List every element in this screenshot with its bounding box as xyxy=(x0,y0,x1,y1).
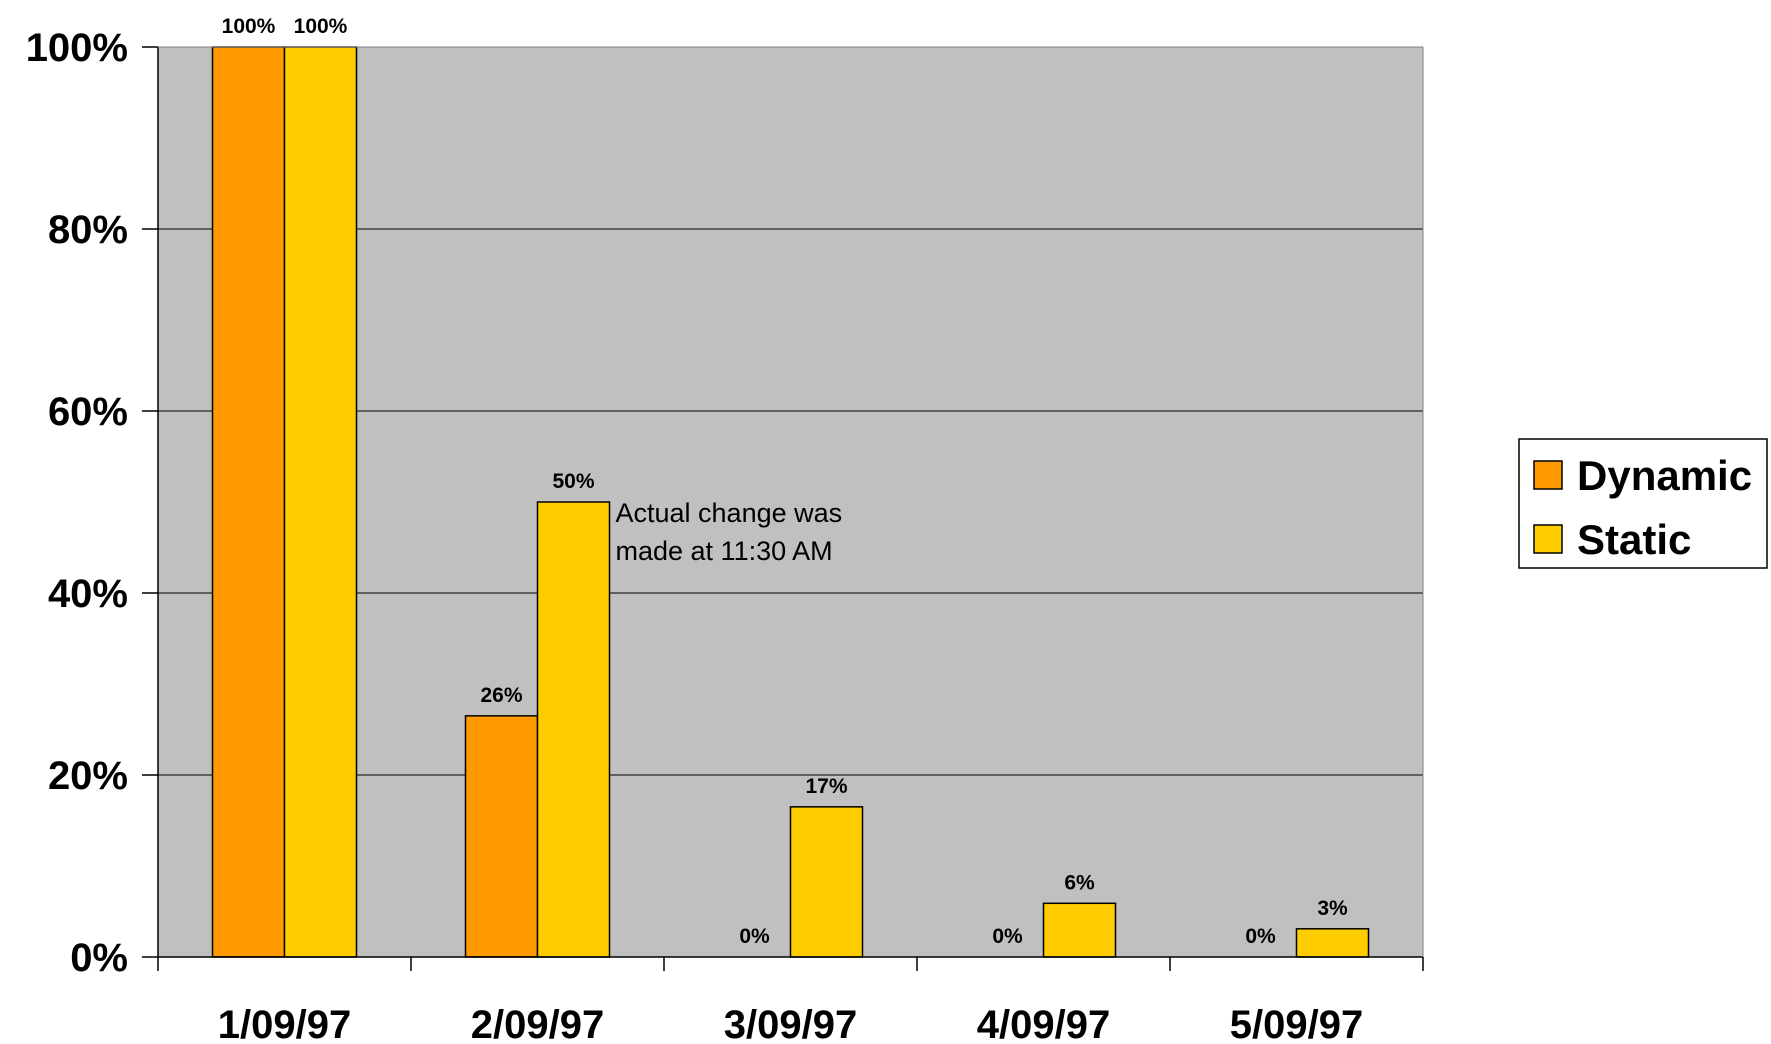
bar-static xyxy=(1042,902,1117,958)
x-category-label: 5/09/97 xyxy=(1230,1003,1363,1044)
data-label-dynamic: 100% xyxy=(222,15,276,38)
data-label-static: 17% xyxy=(805,775,847,798)
legend-swatch-dynamic xyxy=(1533,460,1563,490)
legend: Dynamic Static xyxy=(1518,438,1768,569)
plot-area xyxy=(158,47,1423,957)
data-label-static: 50% xyxy=(552,470,594,493)
annotation-line: Actual change was xyxy=(616,498,843,528)
bar-dynamic xyxy=(464,715,539,958)
x-category-label: 3/09/97 xyxy=(724,1003,857,1044)
data-label-static: 100% xyxy=(294,15,348,38)
bar-static xyxy=(536,501,611,958)
annotation: Actual change was made at 11:30 AM xyxy=(616,498,843,566)
data-label-dynamic: 0% xyxy=(992,925,1023,948)
y-tick-label: 20% xyxy=(48,754,128,798)
y-tick-label: 40% xyxy=(48,572,128,616)
bar-dynamic xyxy=(211,46,286,958)
legend-label-dynamic: Dynamic xyxy=(1577,452,1752,499)
y-tick-label: 60% xyxy=(48,390,128,434)
y-tick-label: 100% xyxy=(26,26,128,70)
bars xyxy=(211,46,1370,958)
gridlines xyxy=(158,46,1423,776)
legend-swatch-static xyxy=(1533,524,1563,554)
data-label-dynamic: 0% xyxy=(739,925,770,948)
legend-label-static: Static xyxy=(1577,516,1691,563)
bar-static xyxy=(1295,928,1370,958)
data-label-dynamic: 26% xyxy=(480,684,522,707)
data-label-dynamic: 0% xyxy=(1245,925,1276,948)
annotation-text: Actual change was made at 11:30 AM xyxy=(616,498,843,566)
data-label-static: 3% xyxy=(1317,897,1348,920)
bar-static xyxy=(789,806,864,958)
annotation-line: made at 11:30 AM xyxy=(616,536,833,566)
bar-static xyxy=(283,46,358,958)
labels: 0% 20% 40% 60% 80% 100% 100% 100% 1/09/97 26% 50% 2… xyxy=(26,15,1364,1044)
y-tick-label: 0% xyxy=(70,936,128,980)
y-tick-label: 80% xyxy=(48,208,128,252)
x-category-label: 4/09/97 xyxy=(977,1003,1110,1044)
axes xyxy=(142,46,1424,971)
x-category-label: 2/09/97 xyxy=(471,1003,604,1044)
data-label-static: 6% xyxy=(1064,871,1095,894)
x-category-label: 1/09/97 xyxy=(218,1003,351,1044)
